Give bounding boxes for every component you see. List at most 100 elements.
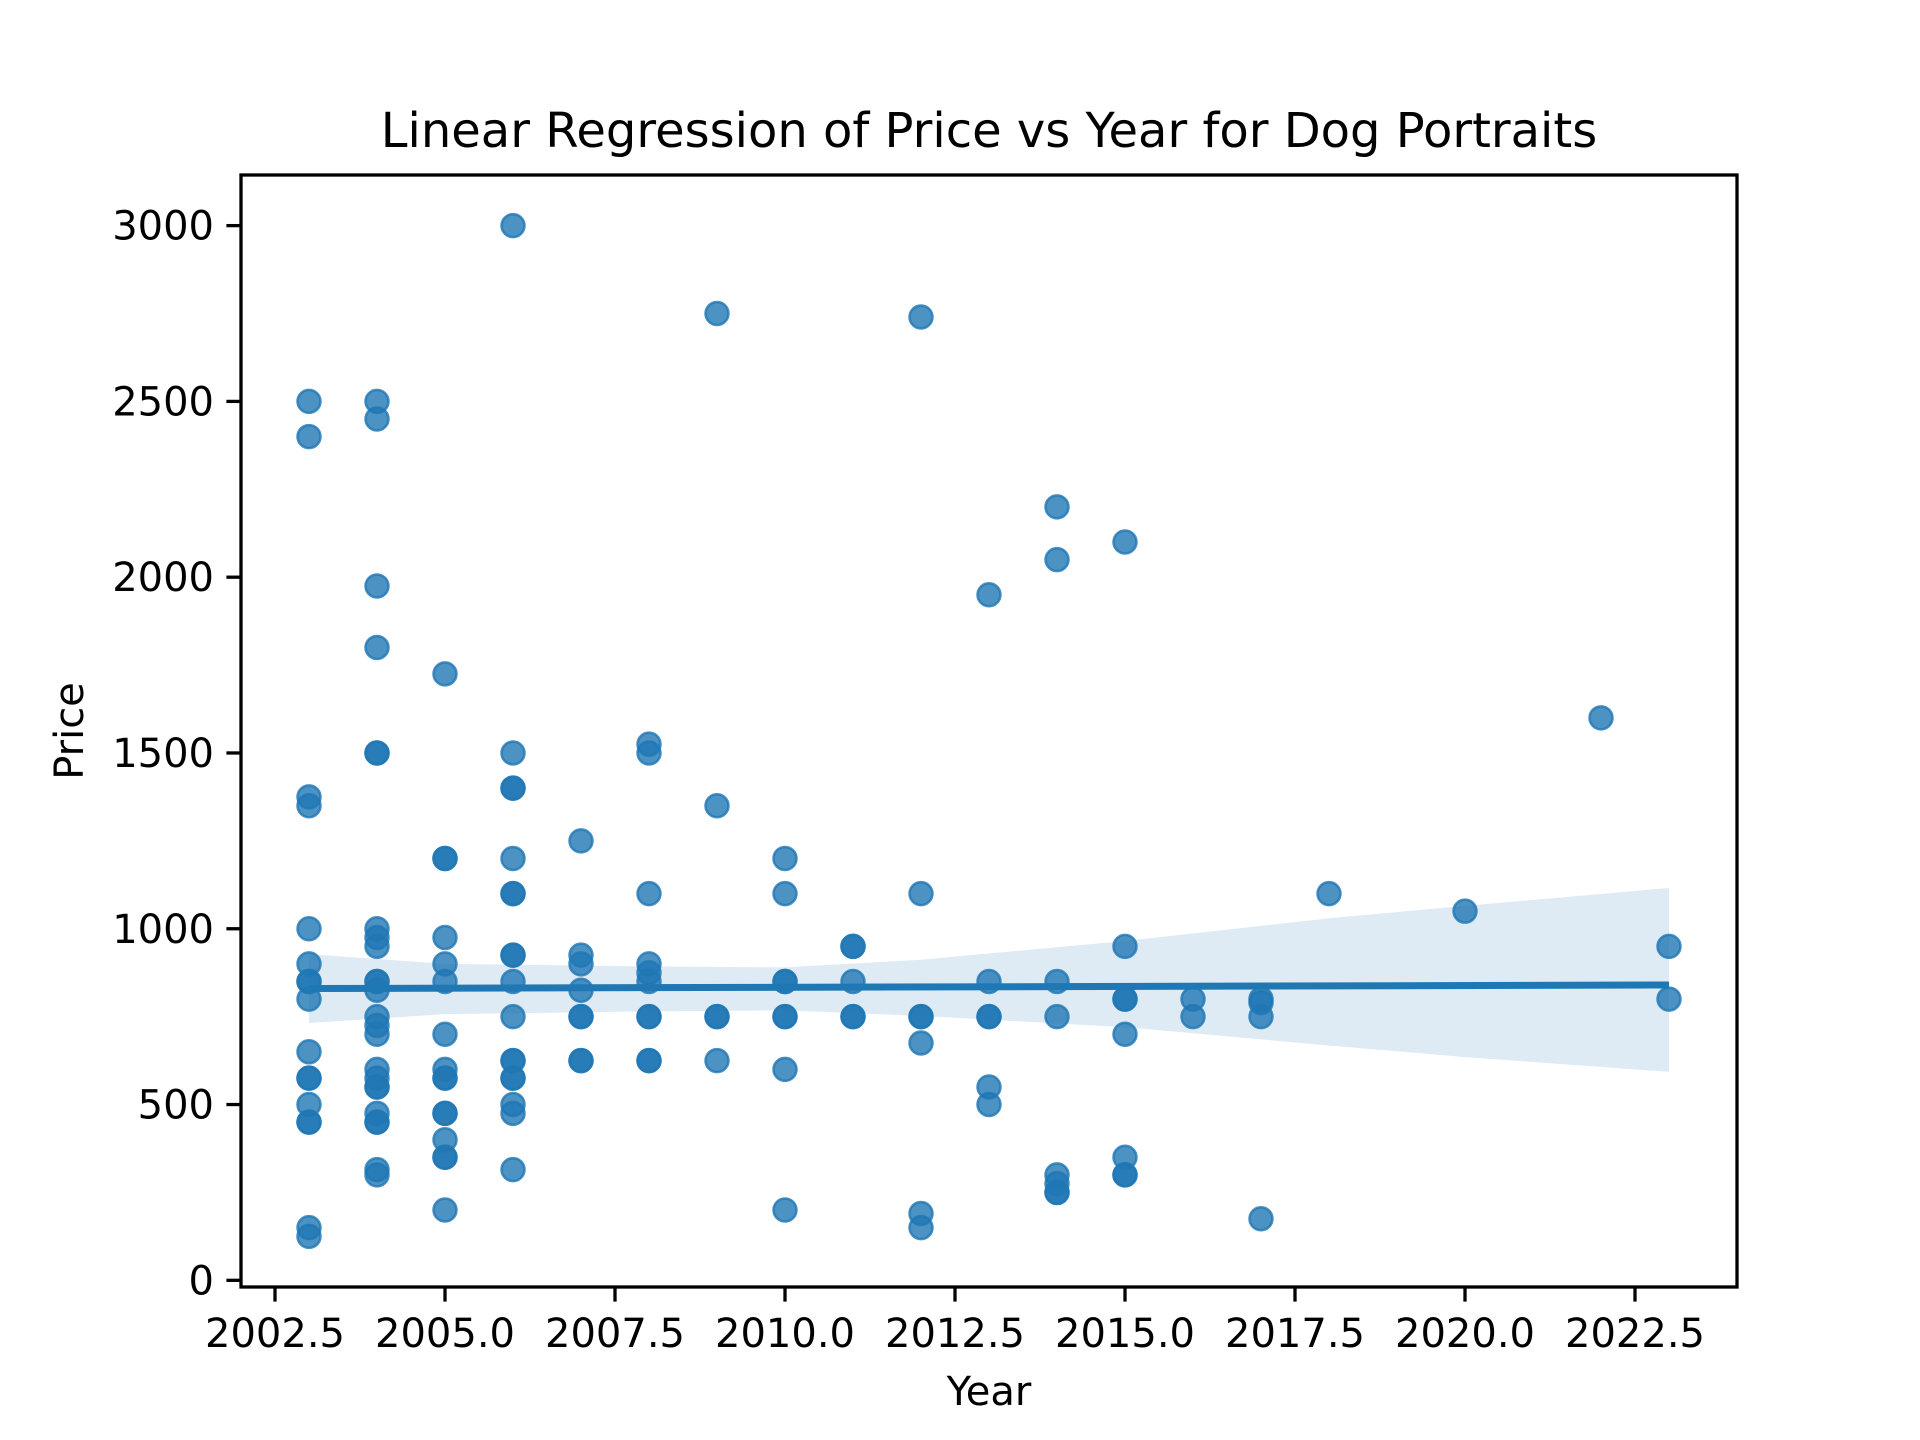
data-point	[636, 880, 662, 907]
data-point	[908, 1003, 934, 1030]
data-point	[296, 423, 322, 450]
y-axis-label: Price	[47, 682, 93, 780]
data-point	[296, 1223, 322, 1250]
data-point	[908, 880, 934, 907]
data-point	[1316, 880, 1342, 907]
data-point	[500, 1156, 526, 1183]
data-point	[296, 1065, 322, 1091]
data-point	[364, 933, 390, 960]
data-point	[568, 1047, 594, 1074]
data-point	[432, 1144, 458, 1171]
data-point	[772, 880, 798, 907]
data-point	[908, 1214, 934, 1241]
data-point	[772, 1197, 798, 1223]
data-point	[296, 916, 322, 942]
data-point	[296, 388, 322, 415]
x-tick-label: 2012.5	[885, 1311, 1025, 1357]
y-tick-label: 0	[189, 1258, 214, 1304]
data-point	[976, 1091, 1002, 1118]
regression-line-layer	[308, 981, 1670, 993]
data-point	[704, 792, 730, 819]
x-tick-label: 2010.0	[715, 1311, 855, 1357]
data-point	[1452, 898, 1478, 924]
data-point	[500, 740, 526, 766]
data-point	[296, 1109, 322, 1135]
data-point	[1656, 933, 1682, 960]
x-tick-label: 2005.0	[375, 1311, 515, 1357]
data-point	[840, 1003, 866, 1030]
data-point	[1656, 986, 1682, 1012]
data-point	[976, 582, 1002, 608]
data-point	[1044, 1179, 1070, 1206]
data-point	[364, 1074, 390, 1100]
data-point	[704, 1047, 730, 1074]
data-point	[296, 1039, 322, 1065]
data-point	[500, 942, 526, 968]
data-point	[1112, 986, 1138, 1012]
y-tick-label: 1500	[112, 731, 214, 777]
data-point	[364, 1021, 390, 1047]
data-point	[568, 1003, 594, 1030]
data-point	[840, 933, 866, 960]
points-layer	[296, 212, 1682, 1250]
data-point	[432, 1197, 458, 1223]
x-axis: 2002.5 2005.0 2007.5 2010.0 2012.5 2015.0 2017…	[205, 1287, 1705, 1357]
data-point	[568, 828, 594, 854]
data-point	[976, 1003, 1002, 1030]
data-point	[500, 775, 526, 801]
data-point	[908, 304, 934, 330]
data-point	[1112, 933, 1138, 960]
y-tick-label: 1000	[112, 907, 214, 953]
data-point	[1248, 1206, 1274, 1232]
data-point	[296, 792, 322, 819]
y-tick-label: 2000	[112, 555, 214, 601]
y-axis: 0 500 1000 1500 2000 2500 3000	[112, 204, 241, 1304]
axes-frame	[239, 173, 1739, 1289]
data-point	[772, 1056, 798, 1083]
data-point	[500, 845, 526, 872]
data-point	[1588, 705, 1614, 731]
y-tick-label: 3000	[112, 204, 214, 250]
data-point	[704, 1003, 730, 1030]
data-point	[1112, 1162, 1138, 1188]
data-point	[1180, 1003, 1206, 1030]
data-point	[432, 1100, 458, 1127]
data-point	[1248, 1003, 1274, 1030]
x-tick-label: 2007.5	[545, 1311, 685, 1357]
data-point	[568, 951, 594, 977]
data-point	[364, 1109, 390, 1135]
data-point	[432, 845, 458, 872]
y-tick-label: 500	[138, 1083, 214, 1129]
data-point	[772, 1003, 798, 1030]
data-point	[364, 1162, 390, 1188]
chart-title: Linear Regression of Price vs Year for D…	[381, 103, 1597, 159]
data-point	[704, 300, 730, 327]
data-point	[1044, 546, 1070, 573]
data-point	[908, 1030, 934, 1056]
data-point	[364, 406, 390, 432]
data-point	[364, 740, 390, 766]
data-point	[500, 212, 526, 239]
x-tick-label: 2002.5	[205, 1311, 345, 1357]
x-tick-label: 2022.5	[1565, 1311, 1705, 1357]
data-point	[1112, 529, 1138, 555]
data-point	[636, 740, 662, 766]
data-point	[364, 634, 390, 661]
data-point	[1044, 1003, 1070, 1030]
data-point	[500, 880, 526, 907]
data-point	[500, 1003, 526, 1030]
data-point	[500, 1100, 526, 1127]
data-point	[432, 924, 458, 951]
data-point	[500, 1065, 526, 1091]
y-tick-label: 2500	[112, 379, 214, 425]
x-tick-label: 2015.0	[1055, 1311, 1195, 1357]
data-point	[772, 845, 798, 872]
data-point	[364, 573, 390, 599]
data-point	[432, 661, 458, 687]
x-tick-label: 2020.0	[1395, 1311, 1535, 1357]
data-point	[636, 1047, 662, 1074]
regression-line	[308, 981, 1670, 993]
data-point	[1112, 1021, 1138, 1047]
data-point	[432, 1065, 458, 1091]
